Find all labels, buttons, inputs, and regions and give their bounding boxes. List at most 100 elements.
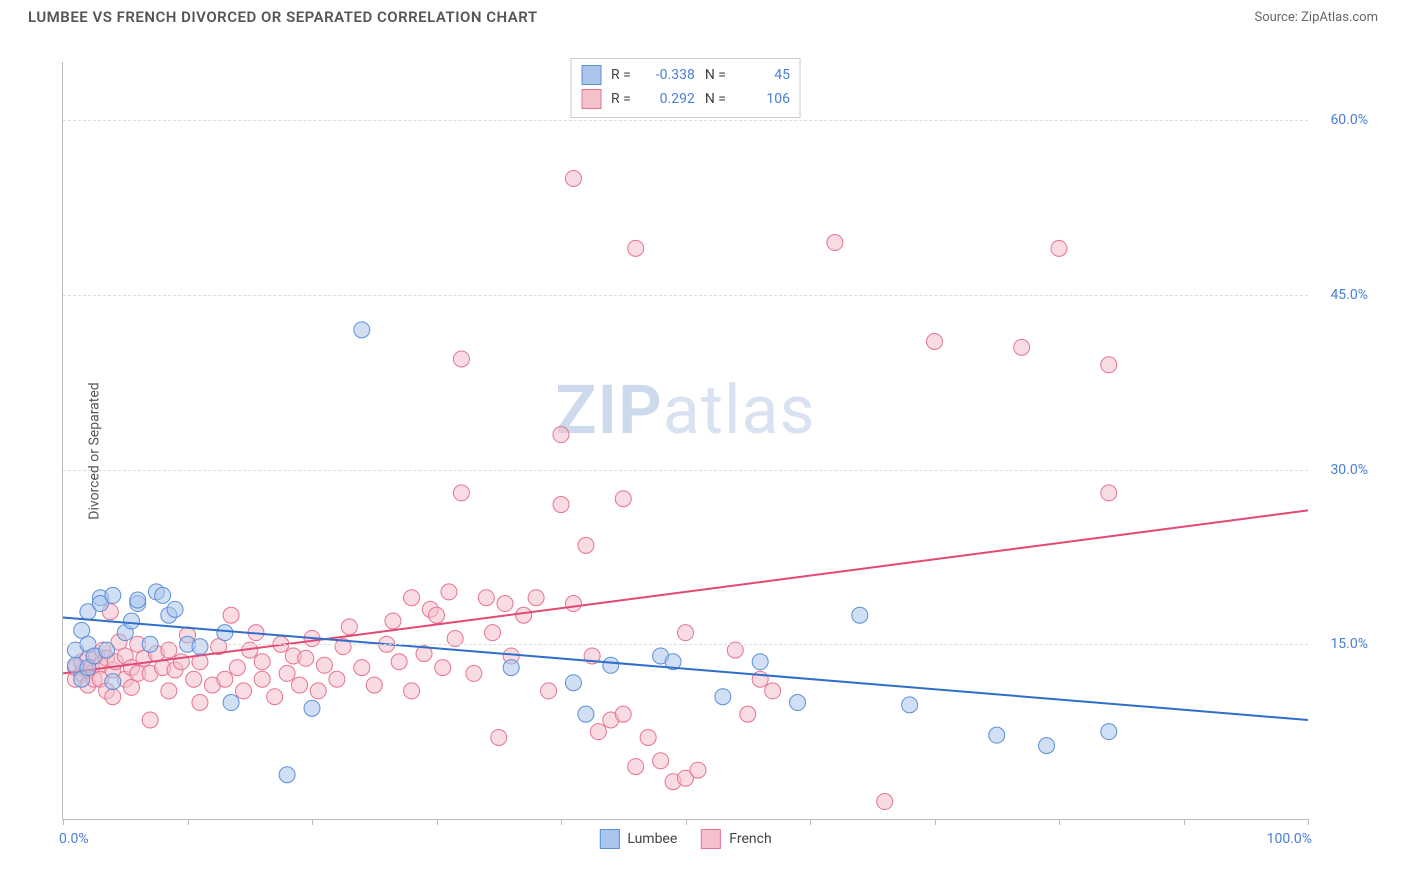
data-point: [765, 683, 781, 699]
lumbee-swatch-icon: [599, 829, 619, 849]
n-label: N =: [705, 67, 726, 83]
trend-line: [63, 510, 1308, 673]
data-point: [1014, 339, 1030, 355]
x-tick: [63, 819, 64, 825]
data-point: [223, 695, 239, 711]
data-point: [902, 697, 918, 713]
data-point: [553, 427, 569, 443]
data-point: [565, 170, 581, 186]
data-point: [927, 334, 943, 350]
gridline: [63, 120, 1308, 121]
data-point: [186, 671, 202, 687]
data-point: [329, 671, 345, 687]
legend-item-french: French: [701, 829, 771, 849]
gridline: [63, 295, 1308, 296]
lumbee-n-value: 45: [736, 67, 790, 83]
french-legend-label: French: [729, 831, 771, 847]
legend-item-lumbee: Lumbee: [599, 829, 677, 849]
data-point: [267, 689, 283, 705]
data-point: [341, 619, 357, 635]
y-tick-label: 30.0%: [1314, 462, 1368, 478]
data-point: [690, 762, 706, 778]
lumbee-swatch-icon: [581, 65, 601, 85]
plot-area: ZIPatlas R = -0.338 N = 45 R = 0.292 N =…: [62, 62, 1308, 820]
data-point: [192, 639, 208, 655]
data-point: [827, 235, 843, 251]
x-tick: [1308, 819, 1309, 825]
data-point: [740, 706, 756, 722]
chart-container: Divorced or Separated ZIPatlas R = -0.33…: [28, 44, 1378, 858]
n-label: N =: [705, 91, 726, 107]
french-r-value: 0.292: [641, 91, 695, 107]
data-point: [1101, 485, 1117, 501]
r-label: R =: [611, 91, 631, 107]
data-point: [316, 657, 332, 673]
data-point: [497, 596, 513, 612]
data-point: [142, 712, 158, 728]
data-point: [429, 607, 445, 623]
lumbee-legend-label: Lumbee: [627, 831, 677, 847]
data-point: [485, 625, 501, 641]
x-tick: [686, 819, 687, 825]
data-point: [503, 660, 519, 676]
data-point: [715, 689, 731, 705]
data-point: [441, 584, 457, 600]
data-point: [354, 322, 370, 338]
data-point: [130, 592, 146, 608]
data-point: [354, 660, 370, 676]
data-point: [254, 654, 270, 670]
data-point: [404, 590, 420, 606]
y-tick-label: 60.0%: [1314, 112, 1368, 128]
data-point: [105, 587, 121, 603]
stats-row-french: R = 0.292 N = 106: [581, 87, 790, 111]
stats-legend-box: R = -0.338 N = 45 R = 0.292 N = 106: [570, 58, 801, 118]
french-swatch-icon: [701, 829, 721, 849]
data-point: [161, 683, 177, 699]
data-point: [298, 650, 314, 666]
data-point: [217, 625, 233, 641]
data-point: [223, 607, 239, 623]
data-point: [236, 683, 252, 699]
data-point: [453, 351, 469, 367]
x-tick: [1059, 819, 1060, 825]
data-point: [310, 683, 326, 699]
data-point: [229, 660, 245, 676]
data-point: [105, 674, 121, 690]
source-label: Source: ZipAtlas.com: [1254, 10, 1378, 25]
data-point: [292, 677, 308, 693]
y-tick-label: 15.0%: [1314, 636, 1368, 652]
data-point: [565, 675, 581, 691]
data-point: [790, 695, 806, 711]
data-point: [466, 665, 482, 681]
data-point: [590, 724, 606, 740]
data-point: [155, 587, 171, 603]
data-point: [279, 767, 295, 783]
x-tick: [188, 819, 189, 825]
x-tick: [561, 819, 562, 825]
data-point: [173, 654, 189, 670]
bottom-legend: Lumbee French: [599, 829, 771, 849]
chart-title: LUMBEE VS FRENCH DIVORCED OR SEPARATED C…: [28, 8, 538, 26]
data-point: [615, 706, 631, 722]
data-point: [852, 607, 868, 623]
gridline: [63, 470, 1308, 471]
data-point: [553, 497, 569, 513]
data-point: [752, 654, 768, 670]
data-point: [491, 729, 507, 745]
plot-svg: [63, 62, 1308, 819]
x-axis-min-label: 0.0%: [59, 831, 89, 847]
data-point: [640, 729, 656, 745]
gridline: [63, 644, 1308, 645]
data-point: [578, 706, 594, 722]
data-point: [516, 607, 532, 623]
data-point: [628, 240, 644, 256]
data-point: [628, 759, 644, 775]
data-point: [105, 689, 121, 705]
r-label: R =: [611, 67, 631, 83]
data-point: [1051, 240, 1067, 256]
x-tick: [935, 819, 936, 825]
data-point: [192, 695, 208, 711]
data-point: [478, 590, 494, 606]
data-point: [1101, 357, 1117, 373]
data-point: [528, 590, 544, 606]
